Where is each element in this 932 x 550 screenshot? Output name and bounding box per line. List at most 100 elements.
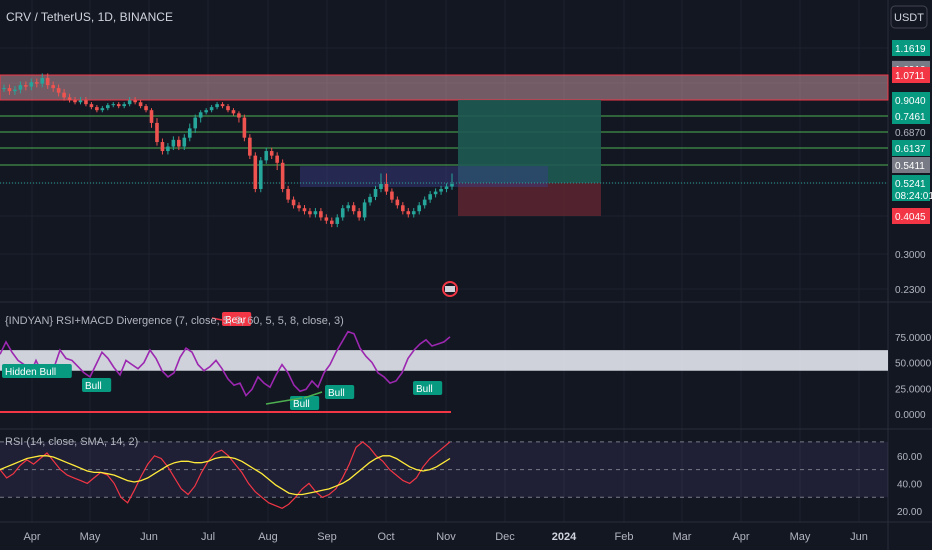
candle[interactable] bbox=[384, 184, 389, 192]
long-position-target-zone[interactable] bbox=[458, 100, 601, 183]
divergence-line[interactable] bbox=[0, 330, 451, 397]
candle[interactable] bbox=[182, 137, 187, 147]
candle[interactable] bbox=[34, 82, 39, 84]
candle[interactable] bbox=[7, 88, 12, 92]
resistance-zone[interactable] bbox=[0, 74, 889, 101]
candle[interactable] bbox=[335, 217, 340, 224]
candle[interactable] bbox=[67, 97, 72, 101]
candle[interactable] bbox=[78, 100, 83, 103]
candle[interactable] bbox=[220, 104, 225, 107]
candle[interactable] bbox=[406, 211, 411, 215]
candle[interactable] bbox=[242, 117, 247, 138]
candle[interactable] bbox=[193, 117, 198, 129]
candle[interactable] bbox=[428, 194, 432, 200]
candle[interactable] bbox=[275, 155, 279, 163]
candle[interactable] bbox=[122, 104, 126, 107]
candle[interactable] bbox=[116, 104, 121, 107]
candle[interactable] bbox=[198, 112, 203, 118]
divergence-pane[interactable]: Hidden Bull Bull Bull Bull Bull Bear bbox=[0, 312, 888, 413]
candle[interactable] bbox=[390, 191, 394, 200]
candle[interactable] bbox=[450, 184, 454, 187]
candle[interactable] bbox=[40, 77, 45, 84]
candle[interactable] bbox=[231, 110, 236, 114]
candle[interactable] bbox=[297, 205, 301, 209]
price-axis[interactable]: 1.16191.09101.07110.90400.74610.68700.61… bbox=[892, 40, 932, 518]
candle[interactable] bbox=[368, 196, 372, 203]
candle[interactable] bbox=[422, 199, 427, 206]
candle[interactable] bbox=[340, 208, 345, 218]
candle[interactable] bbox=[264, 151, 269, 161]
rsi-pane[interactable] bbox=[0, 441, 888, 509]
candle[interactable] bbox=[166, 146, 170, 152]
candle[interactable] bbox=[291, 199, 296, 206]
currency-button[interactable]: USDT bbox=[890, 5, 928, 29]
candle[interactable] bbox=[269, 151, 274, 156]
candle[interactable] bbox=[62, 92, 66, 98]
candle[interactable] bbox=[106, 105, 110, 109]
candle[interactable] bbox=[286, 188, 290, 200]
candle[interactable] bbox=[187, 128, 192, 138]
candle[interactable] bbox=[253, 155, 258, 189]
candle[interactable] bbox=[379, 184, 383, 189]
candle[interactable] bbox=[209, 107, 214, 111]
candle[interactable] bbox=[160, 142, 165, 152]
candle[interactable] bbox=[89, 104, 94, 108]
candle[interactable] bbox=[111, 104, 116, 106]
divergence-label-bull[interactable]: Bull bbox=[413, 381, 443, 395]
candle[interactable] bbox=[155, 122, 159, 143]
candle[interactable] bbox=[362, 202, 367, 218]
candle[interactable] bbox=[18, 85, 23, 90]
candle[interactable] bbox=[138, 102, 143, 107]
candle[interactable] bbox=[95, 107, 99, 111]
candle[interactable] bbox=[171, 139, 176, 147]
candle[interactable] bbox=[24, 85, 28, 87]
candle[interactable] bbox=[100, 108, 105, 111]
divergence-label-bull[interactable]: Bull bbox=[82, 378, 112, 392]
candle[interactable] bbox=[177, 139, 181, 147]
rsi-ma-line[interactable] bbox=[0, 455, 451, 496]
candle[interactable] bbox=[73, 100, 77, 103]
candle[interactable] bbox=[56, 88, 61, 93]
candle[interactable] bbox=[51, 85, 55, 89]
candle[interactable] bbox=[13, 89, 17, 92]
candle[interactable] bbox=[45, 77, 50, 86]
candle[interactable] bbox=[226, 106, 230, 111]
rsi-line[interactable] bbox=[0, 441, 451, 509]
candle[interactable] bbox=[133, 100, 137, 103]
candle[interactable] bbox=[373, 188, 378, 197]
candle[interactable] bbox=[411, 211, 416, 215]
candle[interactable] bbox=[215, 104, 219, 108]
divergence-label-bull[interactable]: Hidden Bull bbox=[2, 364, 72, 378]
long-position-stop-zone[interactable] bbox=[458, 183, 601, 216]
candle[interactable] bbox=[401, 205, 405, 212]
candle[interactable] bbox=[417, 205, 422, 212]
candle[interactable] bbox=[324, 217, 329, 221]
candle[interactable] bbox=[204, 110, 208, 113]
candle[interactable] bbox=[444, 186, 449, 189]
candle[interactable] bbox=[84, 100, 88, 105]
candle[interactable] bbox=[149, 110, 154, 123]
candle[interactable] bbox=[439, 188, 443, 192]
candle[interactable] bbox=[2, 88, 6, 90]
divergence-label-bull[interactable]: Bull bbox=[325, 385, 355, 399]
candle[interactable] bbox=[280, 162, 285, 189]
candle[interactable] bbox=[302, 208, 307, 212]
candle[interactable] bbox=[433, 191, 438, 195]
candle[interactable] bbox=[395, 199, 400, 206]
candle[interactable] bbox=[237, 113, 241, 118]
candle[interactable] bbox=[357, 211, 361, 218]
candle[interactable] bbox=[258, 160, 263, 189]
candle[interactable] bbox=[346, 205, 350, 209]
candle[interactable] bbox=[351, 205, 356, 212]
candle[interactable] bbox=[144, 106, 148, 111]
time-axis[interactable]: Apr May Jun Jul Aug Sep Oct Nov Dec 2024 Feb Mar Apr… bbox=[23, 531, 867, 543]
candle[interactable] bbox=[330, 220, 334, 224]
divergence-label-bear[interactable]: Bear bbox=[222, 312, 252, 326]
candle[interactable] bbox=[127, 100, 132, 105]
price-pane[interactable] bbox=[0, 73, 889, 297]
candle[interactable] bbox=[313, 211, 318, 215]
candle[interactable] bbox=[248, 137, 252, 156]
candle[interactable] bbox=[319, 211, 323, 218]
candle[interactable] bbox=[29, 82, 34, 87]
candle[interactable] bbox=[308, 211, 312, 215]
